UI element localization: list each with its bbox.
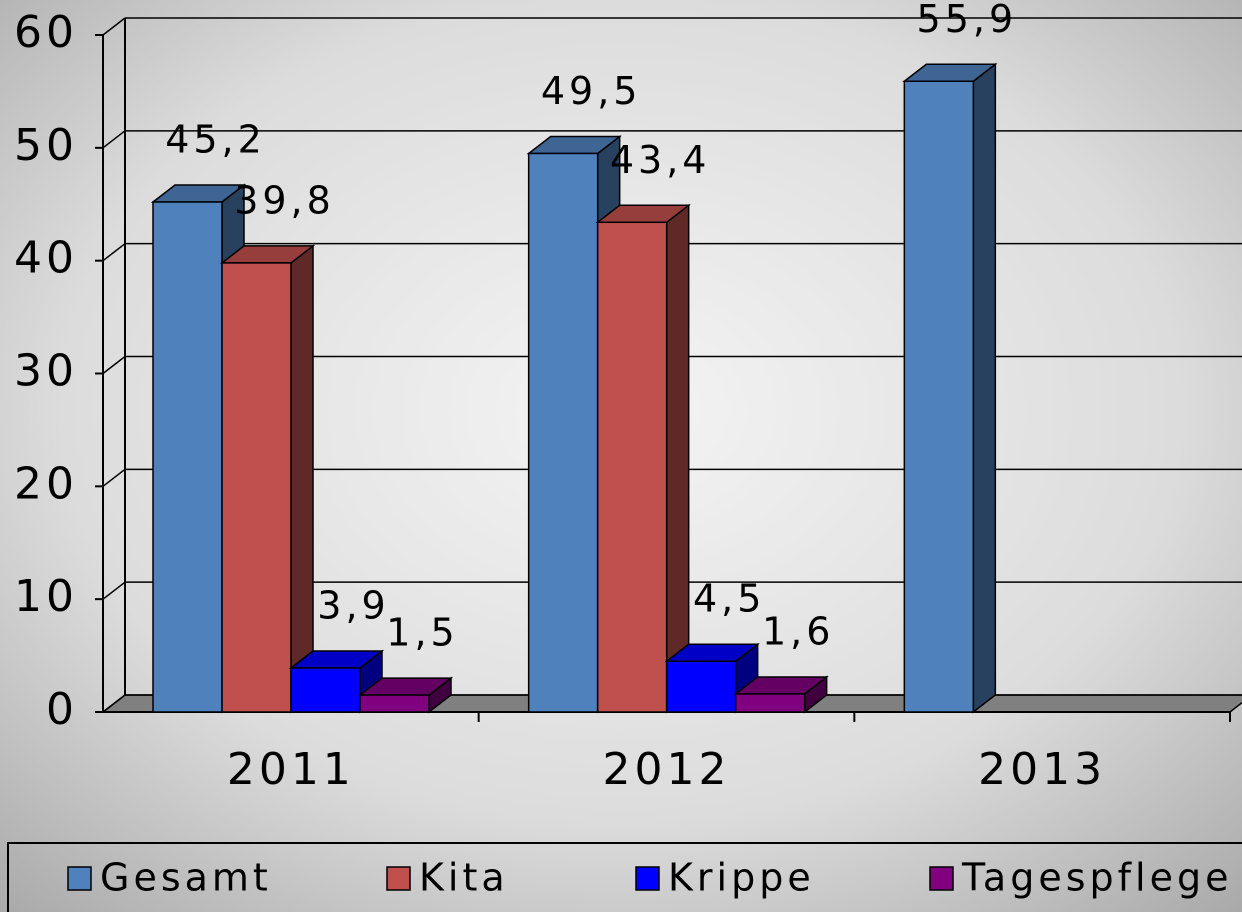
grid-line-side — [102, 130, 126, 149]
value-label: 45,2 — [165, 117, 266, 161]
legend-label: Gesamt — [100, 856, 272, 900]
x-tick-label: 2011 — [227, 744, 355, 795]
y-tick-label: 40 — [14, 233, 78, 284]
grid-line-side — [102, 17, 126, 36]
legend-label: Tagespflege — [961, 856, 1232, 900]
value-label: 3,9 — [317, 583, 389, 627]
grid-line-side — [102, 243, 126, 262]
legend-swatch — [929, 866, 954, 891]
legend-label: Kita — [419, 856, 509, 900]
legend-swatch — [67, 866, 92, 891]
bar — [221, 262, 292, 713]
x-tick-label: 2012 — [603, 744, 731, 795]
value-label: 49,5 — [541, 69, 642, 113]
grid-line-side — [102, 355, 126, 375]
plot-area: 0 10 20 30 40 50 60 2011 2012 2013 45,2 49,5 55,9 39,… — [14, 0, 1242, 795]
bar-side — [665, 203, 690, 714]
value-label: 55,9 — [917, 0, 1018, 41]
value-label: 4,5 — [693, 577, 765, 621]
grid-line-side — [102, 694, 126, 713]
y-tick-label: 10 — [14, 571, 78, 622]
y-tick-label: 30 — [14, 346, 78, 397]
value-label: 1,6 — [762, 609, 834, 653]
value-label: 43,4 — [610, 138, 711, 182]
legend-box — [7, 842, 1242, 912]
y-tick-label: 60 — [14, 7, 78, 58]
grid-line-side — [102, 468, 126, 487]
y-tick-label: 0 — [46, 684, 78, 735]
bar-side — [972, 62, 997, 714]
bar-side — [290, 244, 314, 714]
bar — [290, 667, 361, 713]
bar — [734, 693, 806, 713]
bar — [903, 80, 975, 713]
legend-swatch — [635, 866, 660, 891]
legend-label: Krippe — [668, 856, 815, 900]
bar — [359, 694, 430, 713]
bar — [527, 152, 599, 713]
legend-swatch — [386, 866, 411, 891]
x-tick-label: 2013 — [978, 744, 1106, 795]
grid-line-side — [102, 581, 126, 600]
y-tick-label: 20 — [14, 458, 78, 509]
bar — [596, 221, 668, 713]
y-tick-label: 50 — [14, 120, 78, 171]
bar — [152, 201, 223, 713]
value-label: 39,8 — [234, 178, 335, 222]
value-label: 1,5 — [386, 611, 458, 655]
bar — [665, 660, 737, 713]
